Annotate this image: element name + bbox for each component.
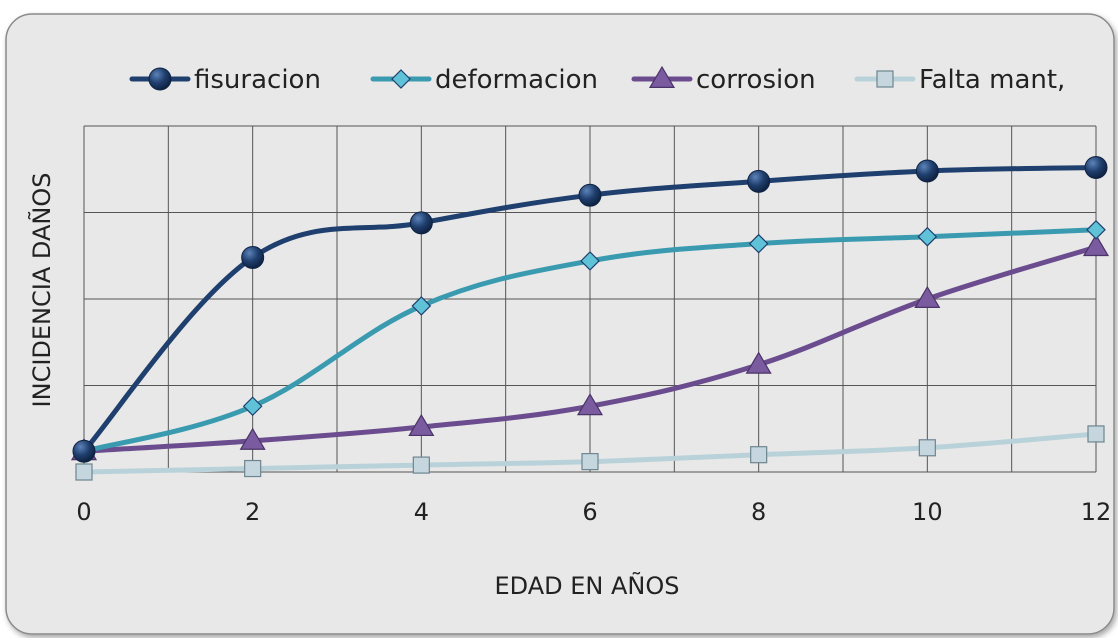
legend-label: corrosion: [696, 65, 816, 95]
grid-lines: [83, 125, 1097, 473]
data-point: [409, 211, 433, 235]
legend-marker: [148, 67, 172, 91]
legend-item: fisuracion: [129, 65, 321, 95]
data-point: [1084, 156, 1108, 180]
y-axis-label: INCIDENCIA DAÑOS: [26, 173, 56, 408]
data-point: [750, 446, 768, 464]
data-point: [408, 413, 435, 437]
data-point: [747, 169, 771, 193]
legend-marker: [391, 69, 411, 89]
data-point: [241, 245, 265, 269]
x-tick-label: 10: [912, 498, 943, 526]
data-point: [576, 393, 604, 416]
data-point: [75, 463, 93, 481]
legend-item: corrosion: [631, 65, 816, 95]
data-point: [914, 285, 941, 308]
data-point: [1087, 425, 1105, 443]
x-tick-label: 0: [76, 498, 91, 526]
series-falta-mant: [75, 425, 1105, 481]
data-point: [244, 459, 262, 478]
data-point: [1082, 233, 1110, 257]
chart-frame: [5, 13, 1115, 635]
data-point: [239, 427, 266, 450]
data-point: [917, 226, 938, 247]
legend: fisuracion deformacion corrosion Falta mant…: [129, 65, 1065, 95]
x-tick-label: 4: [414, 498, 429, 526]
data-point: [918, 439, 936, 457]
legend-marker: [876, 70, 894, 88]
x-tick-label: 8: [751, 498, 766, 526]
data-point: [748, 233, 769, 254]
axes: 0 2 4 6 8 10 12: [76, 498, 1111, 526]
data-point: [1086, 219, 1106, 240]
legend-item: deformacion: [370, 65, 598, 95]
x-axis-label: EDAD EN AÑOS: [495, 570, 680, 600]
series-fisuracion: [72, 156, 1108, 463]
legend-marker: [648, 65, 676, 89]
data-point: [580, 251, 600, 271]
data-point: [412, 456, 430, 474]
legend-label: Falta mant,: [919, 65, 1065, 95]
x-tick-label: 6: [582, 498, 597, 526]
data-point: [411, 296, 432, 316]
x-tick-label: 12: [1081, 498, 1112, 526]
data-point: [72, 439, 96, 463]
legend-label: fisuracion: [194, 65, 321, 95]
data-point: [581, 453, 599, 471]
legend-item: Falta mant,: [854, 65, 1065, 95]
series-deformacion: [74, 219, 1106, 462]
series-lines: [70, 156, 1110, 481]
data-point: [578, 183, 602, 207]
data-point: [242, 396, 263, 417]
x-tick-label: 2: [245, 498, 260, 526]
legend-label: deformacion: [435, 65, 598, 95]
data-point: [745, 351, 772, 374]
data-point: [915, 159, 939, 183]
